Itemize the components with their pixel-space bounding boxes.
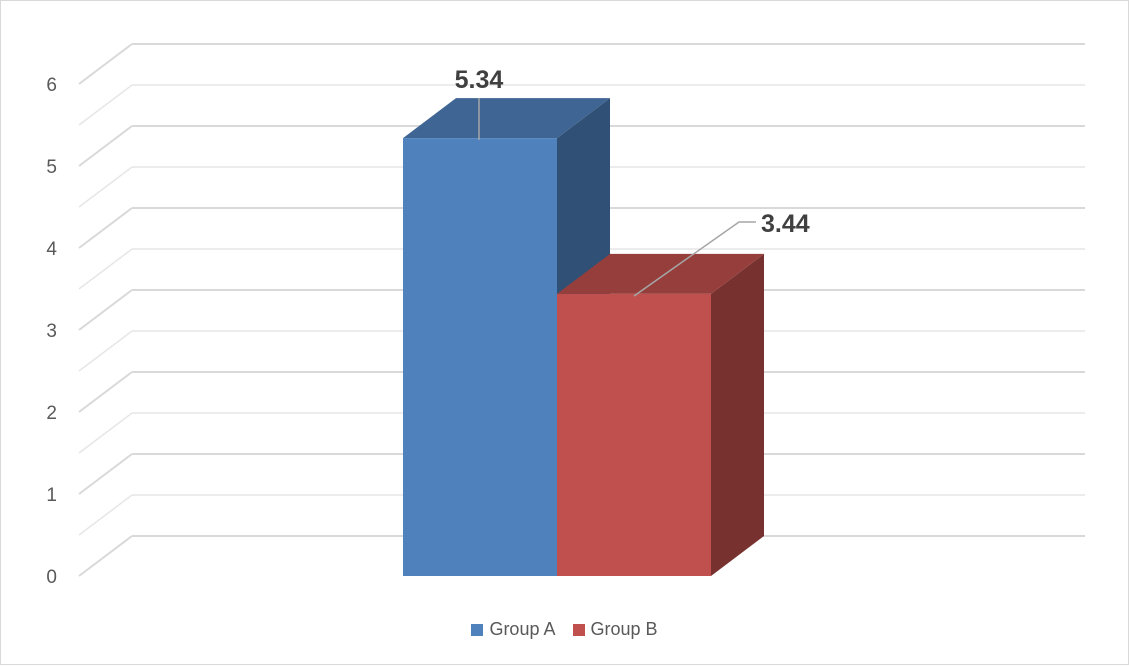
- floor-grid-diagonal: [78, 371, 133, 413]
- floor-grid-diagonal: [78, 125, 133, 167]
- y-tick-label: 2: [46, 403, 57, 424]
- floor-grid-diagonal: [78, 248, 133, 290]
- legend-swatch-group-a: [471, 623, 484, 636]
- data-label: 3.44: [761, 210, 810, 238]
- bar-group-a: [403, 138, 557, 576]
- bar-top-group-a: [403, 98, 610, 139]
- legend-swatch-group-b: [572, 623, 585, 636]
- y-tick-label: 4: [46, 239, 57, 260]
- bar-top-group-b: [557, 253, 764, 294]
- floor-grid-diagonal: [78, 289, 133, 331]
- y-tick-label: 6: [46, 75, 57, 96]
- legend-label-group-b: Group B: [590, 619, 658, 639]
- floor-grid-diagonal: [78, 84, 133, 126]
- y-tick-label: 0: [46, 567, 57, 588]
- floor-grid-diagonal: [78, 453, 133, 495]
- data-label-leader: [633, 221, 756, 297]
- y-tick-label: 5: [46, 157, 57, 178]
- floor-grid-diagonal: [78, 207, 133, 249]
- bar-group-b: [557, 293, 711, 576]
- y-tick-label: 1: [46, 485, 57, 506]
- floor-grid-diagonal: [78, 330, 133, 372]
- data-label: 5.34: [455, 66, 504, 94]
- floor-grid-diagonal: [78, 412, 133, 454]
- floor-grid-diagonal: [78, 494, 133, 536]
- legend-label-group-a: Group A: [489, 619, 556, 639]
- legend-item-group-a: Group A: [471, 619, 555, 640]
- floor-grid-diagonal: [78, 535, 133, 577]
- bar-side-group-b: [711, 253, 764, 577]
- legend-item-group-b: Group B: [572, 619, 658, 640]
- legend: Group A Group B: [0, 619, 1129, 641]
- floor-grid-diagonal: [78, 43, 133, 85]
- y-tick-label: 3: [46, 321, 57, 342]
- floor-grid-diagonal: [78, 166, 133, 208]
